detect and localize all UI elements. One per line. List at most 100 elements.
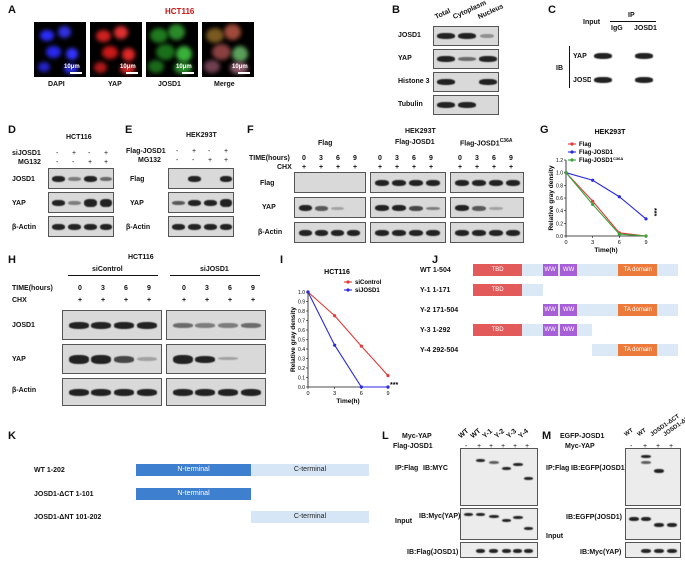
h-time-value: 9	[147, 285, 151, 292]
data-point	[386, 374, 390, 378]
blot-c-yap	[591, 46, 657, 66]
h-time-value: 0	[78, 285, 82, 292]
y-tick-label: 0.4	[298, 347, 305, 353]
c-row-yap: YAP	[573, 53, 587, 60]
x-tick-label: 6	[618, 240, 621, 246]
h-group-sijosd1: siJOSD1	[200, 266, 229, 273]
f-time-value: 0	[302, 155, 306, 162]
f-group-flag: Flag	[318, 140, 333, 147]
x-tick-label: 9	[644, 240, 647, 246]
y-tick-label: 0.3	[298, 357, 305, 363]
h-time-value: 6	[124, 285, 128, 292]
h-chx-sign: +	[78, 297, 83, 304]
j-domain-ta: TA domain	[618, 344, 658, 356]
f-time-value: 3	[475, 155, 479, 162]
e-cond-flag: Flag-JOSD1	[126, 148, 166, 155]
panel-label-h: H	[8, 254, 16, 266]
data-point	[644, 234, 648, 238]
f-chx-sign: +	[429, 164, 434, 171]
data-point	[591, 178, 595, 182]
chart-i: 0.0 0.1 0.2 0.3 0.4 0.5 0.6 0.7 0.8 0.9 1.0 0 3 6 9 Tim…	[290, 269, 398, 405]
h-time-value: 6	[228, 285, 232, 292]
y-tick-label: 0.4	[556, 209, 563, 215]
significance-stars: ***	[390, 382, 398, 389]
j-domain-ww: WW	[542, 324, 558, 336]
sign: -	[176, 148, 179, 155]
h-chx-sign: +	[124, 297, 129, 304]
data-point	[591, 199, 595, 203]
j-domain-ww: WW	[560, 304, 577, 316]
sign: +	[224, 157, 229, 164]
sign: -	[88, 150, 91, 157]
legend-label: Flag-JOSD1	[579, 150, 614, 156]
c-ip: IP	[628, 12, 635, 19]
f-chx-sign: +	[378, 164, 383, 171]
blot-h-josd1-si	[166, 310, 266, 340]
blot-d-actin	[48, 216, 114, 237]
sign: -	[192, 157, 195, 164]
h-time-value: 0	[182, 285, 186, 292]
legend-label: Flag	[579, 142, 592, 148]
data-point	[564, 171, 568, 175]
y-tick-label: 1.0	[298, 290, 305, 296]
row-josd1: JOSD1	[398, 32, 421, 39]
j-domain-ww: WW	[560, 324, 577, 336]
data-point	[644, 217, 648, 221]
f-time-value: 3	[395, 155, 399, 162]
c-igg: IgG	[611, 25, 623, 32]
h-row-yap: YAP	[12, 356, 26, 363]
blot-c-josd1	[591, 70, 657, 90]
chart-title: HEK293T	[595, 129, 626, 136]
blot-m-myc	[625, 542, 681, 558]
h-time-value: 3	[205, 285, 209, 292]
j-row-label: Y-1 1-171	[420, 287, 451, 294]
y-axis-label: Relative gray density	[290, 307, 297, 372]
f-chx-sign: +	[412, 164, 417, 171]
k-dnt-cterm: C-terminal	[251, 511, 369, 523]
row-tubulin: Tubulin	[398, 101, 423, 108]
j-domain-ww: WW	[542, 304, 558, 316]
j-domain-ta: TA domain	[618, 264, 658, 276]
series-line	[565, 172, 647, 237]
panel-a-title: HCT116	[165, 7, 195, 16]
f-time-value: 6	[336, 155, 340, 162]
m-input: Input	[546, 533, 564, 540]
sign: -	[72, 159, 75, 166]
panel-label-m: M	[542, 430, 552, 442]
d-cond-sijosd1: siJOSD1	[12, 150, 41, 157]
data-point	[306, 290, 310, 294]
micrograph-yap: 10μm	[90, 22, 142, 77]
y-tick-label: 1.2	[556, 158, 563, 164]
l-lane-sign: +	[501, 443, 506, 450]
blot-b-josd1	[433, 26, 499, 46]
y-tick-label: 0.2	[556, 221, 563, 227]
k-wt-nterm: N-terminal	[136, 464, 251, 476]
scale-bar-label: 10μm	[120, 64, 136, 70]
m-ib1: IB:EGFP(JOSD1)	[571, 465, 628, 472]
blot-f-actin-ctrl	[294, 222, 366, 243]
j-domain-tbd: TBD	[473, 324, 522, 336]
x-tick-label: 0	[564, 240, 567, 246]
data-point	[359, 385, 363, 389]
x-tick-label: 3	[591, 240, 594, 246]
h-chx-sign: +	[205, 297, 210, 304]
y-tick-label: 0.0	[298, 385, 305, 391]
blot-f-yap-josd1	[370, 197, 446, 218]
scale-bar-label: 10μm	[176, 64, 192, 70]
blot-f-actin-josd1	[370, 222, 446, 243]
panel-label-b: B	[392, 4, 400, 16]
f-chx-sign: +	[492, 164, 497, 171]
h-chx-sign: +	[147, 297, 152, 304]
j-domain-tbd: TBD	[473, 284, 522, 296]
blot-h-yap-si	[166, 344, 266, 374]
legend-label: siJOSD1	[355, 288, 380, 294]
j-domain-ww: WW	[560, 264, 577, 276]
k-row-dct: JOSD1-ΔCT 1-101	[34, 491, 94, 498]
l-lane-sign: -	[465, 443, 468, 450]
h-row-josd1: JOSD1	[12, 322, 35, 329]
sign: -	[208, 148, 211, 155]
l-flag-josd1: Flag-JOSD1	[393, 443, 433, 450]
f-time-value: 9	[429, 155, 433, 162]
f-chx-sign: +	[319, 164, 324, 171]
j-domain-tbd: TBD	[473, 264, 522, 276]
